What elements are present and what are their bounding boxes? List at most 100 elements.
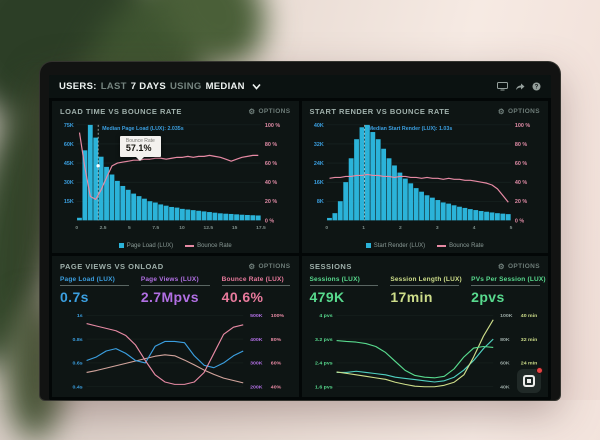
notification-dot xyxy=(536,367,543,374)
svg-text:Median Start Render (LUX): 1.0: Median Start Render (LUX): 1.03s xyxy=(368,126,452,132)
header-toolbar: ? xyxy=(497,82,541,91)
svg-text:45K: 45K xyxy=(64,161,74,167)
svg-text:17.5: 17.5 xyxy=(256,225,266,231)
options-button[interactable]: ⚙ OPTIONS xyxy=(498,108,540,116)
svg-text:1.6 pvs: 1.6 pvs xyxy=(314,385,332,391)
panel-title: LOAD TIME VS BOUNCE RATE xyxy=(60,107,182,116)
gear-icon: ⚙ xyxy=(497,261,505,271)
svg-text:0.6s: 0.6s xyxy=(73,361,83,367)
svg-text:1: 1 xyxy=(362,225,365,231)
metric-sessions: Sessions (LUX) 479K xyxy=(309,276,379,305)
panel-title: PAGE VIEWS VS ONLOAD xyxy=(60,262,164,271)
metric-value: 17min xyxy=(390,289,433,305)
camera-button[interactable] xyxy=(517,367,543,393)
chart-tooltip: Bounce Rate 57.1% xyxy=(119,136,161,162)
svg-text:60K: 60K xyxy=(500,361,510,367)
page-views-trend-chart: 1s 500K 100% 0.8s 400K 80% 0.6s 300K 60% 0.4s 200K… xyxy=(60,307,291,395)
dashboard-screen: USERS: LAST 7 DAYS USING MEDIAN ? xyxy=(49,75,551,400)
svg-text:60 %: 60 % xyxy=(514,161,527,167)
metric-bounce-rate: Bounce Rate (LUX) 40.6% xyxy=(221,276,291,305)
svg-text:80K: 80K xyxy=(500,337,510,343)
metric-label: Page Views (LUX) xyxy=(140,276,210,286)
svg-text:7.5: 7.5 xyxy=(152,225,159,231)
svg-text:100 %: 100 % xyxy=(514,123,530,129)
metric-page-load: Page Load (LUX) 0.7s xyxy=(60,276,129,305)
svg-text:32 min: 32 min xyxy=(520,337,537,343)
panel-sessions: SESSIONS ⚙ OPTIONS Sessions (LUX) 479K S… xyxy=(301,256,548,397)
metric-label: Page Load (LUX) xyxy=(60,276,129,286)
svg-text:15: 15 xyxy=(232,225,238,231)
svg-text:2.4 pvs: 2.4 pvs xyxy=(314,361,332,367)
options-label: OPTIONS xyxy=(258,263,291,270)
panel-start-render: START RENDER VS BOUNCE RATE ⚙ OPTIONS 10… xyxy=(301,101,548,253)
title-users: USERS: xyxy=(59,81,97,92)
svg-text:0 %: 0 % xyxy=(514,218,524,224)
title-metric: MEDIAN xyxy=(205,81,245,92)
chart-legend: Start Render (LUX) Bounce Rate xyxy=(310,240,541,251)
svg-text:Median Page Load (LUX): 2.035s: Median Page Load (LUX): 2.035s xyxy=(102,126,184,132)
options-button[interactable]: ⚙ OPTIONS xyxy=(248,263,290,271)
svg-text:60 %: 60 % xyxy=(265,161,278,167)
svg-text:300K: 300K xyxy=(250,361,263,367)
svg-text:1s: 1s xyxy=(77,313,83,319)
metric-label: Sessions (LUX) xyxy=(309,276,379,286)
gear-icon: ⚙ xyxy=(248,106,256,116)
dashboard-header: USERS: LAST 7 DAYS USING MEDIAN ? xyxy=(49,75,551,98)
options-button[interactable]: ⚙ OPTIONS xyxy=(498,263,540,271)
panel-title: START RENDER VS BOUNCE RATE xyxy=(309,107,450,116)
options-label: OPTIONS xyxy=(258,108,291,115)
panel-title: SESSIONS xyxy=(309,262,352,271)
svg-text:0: 0 xyxy=(75,225,78,231)
svg-text:16K: 16K xyxy=(313,180,323,186)
metric-page-views: Page Views (LUX) 2.7Mpvs xyxy=(140,276,210,305)
display-icon[interactable] xyxy=(497,82,508,91)
svg-text:12.5: 12.5 xyxy=(204,225,214,231)
svg-text:100 %: 100 % xyxy=(265,123,281,129)
help-icon[interactable]: ? xyxy=(532,82,541,91)
svg-text:5: 5 xyxy=(128,225,131,231)
svg-text:20 %: 20 % xyxy=(514,199,527,205)
metric-label: Bounce Rate (LUX) xyxy=(221,276,291,286)
svg-text:400K: 400K xyxy=(250,337,263,343)
svg-text:8K: 8K xyxy=(316,199,323,205)
svg-text:75K: 75K xyxy=(64,123,74,129)
sessions-trend-chart: 4 pvs 100K 40 min 3.2 pvs 80K 32 min 2.4 pvs 60… xyxy=(310,307,541,395)
svg-text:4: 4 xyxy=(472,225,475,231)
metrics-row: Page Load (LUX) 0.7s Page Views (LUX) 2.… xyxy=(60,276,291,305)
metric-label: Session Length (LUX) xyxy=(390,276,462,286)
svg-text:3: 3 xyxy=(435,225,438,231)
svg-text:40 min: 40 min xyxy=(520,313,537,319)
chevron-down-icon[interactable] xyxy=(252,83,261,90)
share-icon[interactable] xyxy=(515,82,525,91)
legend-swatch-bars xyxy=(365,243,371,248)
svg-text:40K: 40K xyxy=(313,123,323,129)
camera-icon xyxy=(523,375,535,387)
svg-text:0.8s: 0.8s xyxy=(73,337,83,343)
svg-text:60%: 60% xyxy=(271,361,282,367)
svg-text:2.5: 2.5 xyxy=(100,225,107,231)
laptop: USERS: LAST 7 DAYS USING MEDIAN ? xyxy=(40,62,560,400)
svg-text:0 %: 0 % xyxy=(265,218,275,224)
start-render-chart: 100 % 80 % 60 % 40 % 20 % 0 % 40K 32K 24K 16K 8K Me… xyxy=(310,118,541,240)
svg-text:100%: 100% xyxy=(271,313,285,319)
panel-grid: LOAD TIME VS BOUNCE RATE ⚙ OPTIONS 100 %… xyxy=(49,98,551,400)
svg-text:24 min: 24 min xyxy=(520,361,537,367)
svg-text:40 %: 40 % xyxy=(514,180,527,186)
svg-text:80 %: 80 % xyxy=(514,142,527,148)
svg-text:5: 5 xyxy=(509,225,512,231)
svg-text:32K: 32K xyxy=(313,142,323,148)
svg-text:?: ? xyxy=(535,85,539,91)
svg-text:60K: 60K xyxy=(64,142,74,148)
tooltip-value: 57.1% xyxy=(125,143,152,154)
metric-session-length: Session Length (LUX) 17min xyxy=(390,276,462,305)
legend-label: Bounce Rate xyxy=(197,242,232,249)
options-button[interactable]: ⚙ OPTIONS xyxy=(248,108,290,116)
legend-label: Page Load (LUX) xyxy=(126,242,174,249)
svg-text:40 %: 40 % xyxy=(265,180,278,186)
svg-text:0.4s: 0.4s xyxy=(73,385,83,391)
metric-pvs-per-session: PVs Per Session (LUX) 2pvs xyxy=(471,276,546,305)
options-label: OPTIONS xyxy=(507,263,540,270)
metric-value: 40.6% xyxy=(221,289,264,305)
gear-icon: ⚙ xyxy=(248,261,256,271)
svg-text:10: 10 xyxy=(179,225,185,231)
